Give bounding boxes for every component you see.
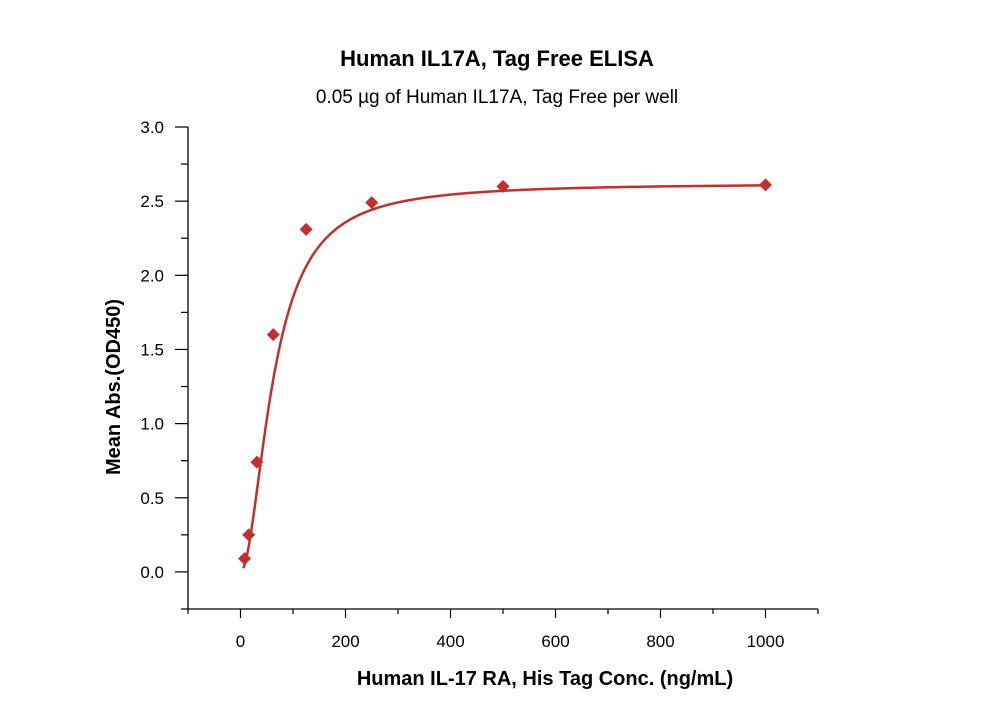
data-point (365, 196, 379, 210)
data-point (266, 328, 280, 342)
fit-curve (242, 184, 766, 569)
x-tick-label: 600 (541, 632, 569, 651)
y-tick-label: 0.5 (140, 489, 164, 508)
y-axis-title: Mean Abs.(OD450) (103, 299, 125, 475)
data-point (250, 455, 264, 469)
x-tick-label: 800 (646, 632, 674, 651)
y-tick-label: 2.0 (140, 266, 164, 285)
y-tick-label: 0.0 (140, 563, 164, 582)
chart-subtitle: 0.05 µg of Human IL17A, Tag Free per wel… (316, 87, 678, 108)
y-tick-label: 3.0 (140, 118, 164, 137)
data-point (242, 528, 256, 542)
data-points (238, 178, 772, 566)
axes (187, 127, 818, 610)
y-tick-label: 1.5 (140, 340, 164, 359)
fit-curve-group (242, 184, 766, 569)
x-axis-title: Human IL-17 RA, His Tag Conc. (ng/mL) (357, 668, 733, 690)
data-point (759, 178, 772, 192)
x-tick-label: 0 (236, 632, 245, 651)
data-point (238, 552, 252, 566)
data-point (299, 222, 313, 236)
x-tick-label: 200 (331, 632, 359, 651)
x-tick-label: 400 (436, 632, 464, 651)
y-tick-label: 2.5 (140, 192, 164, 211)
y-axis-ticks: 0.0 0.5 1.0 1.5 2.0 2.5 3.0 (140, 118, 188, 610)
x-tick-label: 1000 (747, 632, 785, 651)
y-tick-label: 1.0 (140, 415, 164, 434)
data-point (496, 179, 510, 193)
x-axis-ticks: 0 200 400 600 800 1000 (187, 609, 819, 651)
chart-title: Human IL17A, Tag Free ELISA (340, 46, 654, 71)
